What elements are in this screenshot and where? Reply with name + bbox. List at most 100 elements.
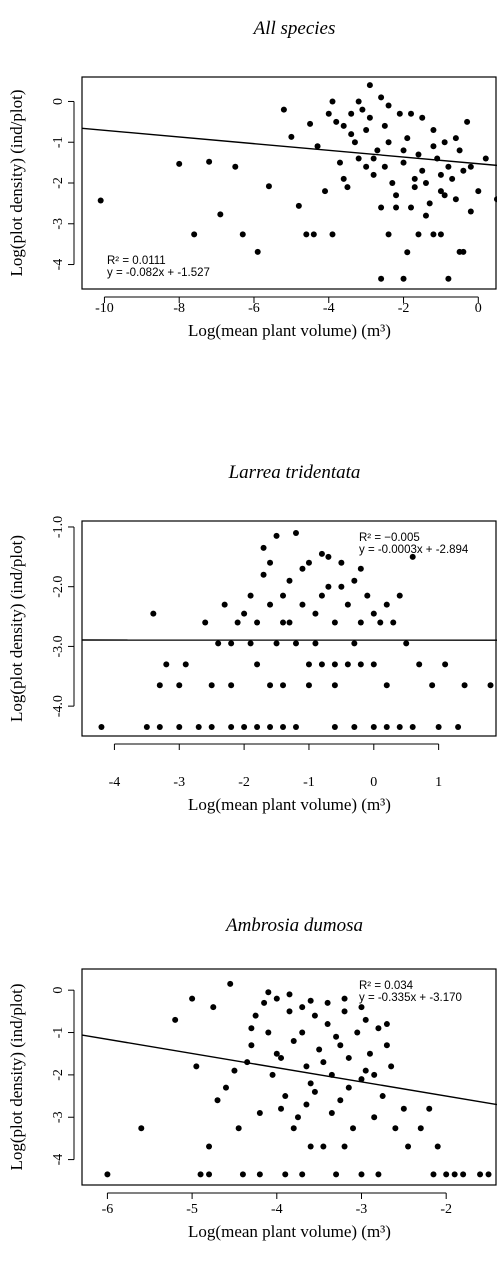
data-point xyxy=(341,995,348,1002)
data-point xyxy=(329,98,336,105)
data-point xyxy=(221,601,228,608)
y-axis-label: Log(plot density) (ind/plot) xyxy=(7,535,26,722)
data-point xyxy=(409,724,416,731)
data-point xyxy=(354,1029,361,1036)
data-point xyxy=(267,682,274,689)
data-point xyxy=(322,188,329,195)
data-point xyxy=(345,1084,352,1091)
data-point xyxy=(267,559,274,566)
data-point xyxy=(467,163,474,170)
data-point xyxy=(278,1105,285,1112)
data-point xyxy=(370,661,377,668)
data-point xyxy=(460,1171,467,1178)
data-point xyxy=(254,619,261,626)
y-tick-label: -3 xyxy=(51,218,66,230)
data-point xyxy=(452,135,459,142)
data-point xyxy=(138,1125,145,1132)
data-point xyxy=(430,127,437,133)
data-point xyxy=(451,1171,458,1178)
data-point xyxy=(338,559,345,566)
data-point xyxy=(370,155,377,162)
data-point xyxy=(370,171,377,178)
data-point xyxy=(348,110,355,117)
data-point xyxy=(378,204,385,211)
data-point xyxy=(331,661,338,668)
data-point xyxy=(350,1125,357,1132)
data-point xyxy=(248,1042,255,1049)
data-point xyxy=(393,204,400,211)
regression-equation: y = -0.0003x + -2.894 xyxy=(359,544,469,556)
data-point xyxy=(206,1171,213,1178)
data-point xyxy=(104,1171,111,1178)
data-point xyxy=(252,1012,259,1019)
data-point xyxy=(351,577,358,584)
data-point xyxy=(239,1171,246,1178)
data-point xyxy=(303,1063,310,1070)
x-axis-label: Log(mean plant volume) (m³) xyxy=(188,321,391,340)
data-point xyxy=(172,1016,179,1023)
data-point xyxy=(379,1093,386,1100)
data-point xyxy=(307,1143,314,1150)
data-point xyxy=(419,167,426,174)
data-point xyxy=(396,592,403,599)
x-tick-label: -6 xyxy=(248,301,260,316)
data-point xyxy=(337,1097,344,1104)
data-point xyxy=(286,991,293,998)
data-point xyxy=(422,212,429,219)
data-point xyxy=(381,122,388,129)
y-tick-label: -4.0 xyxy=(51,695,66,717)
data-point xyxy=(374,147,381,154)
r-squared-annotation: R² = −0.005 xyxy=(359,532,420,544)
data-point xyxy=(228,640,235,647)
data-point xyxy=(260,571,267,578)
data-point xyxy=(325,583,332,590)
data-point xyxy=(286,619,293,626)
plot-frame xyxy=(81,968,497,1186)
data-point xyxy=(189,995,196,1002)
data-point xyxy=(325,110,332,117)
data-point xyxy=(312,610,319,617)
data-point xyxy=(400,159,407,166)
data-point xyxy=(286,577,293,584)
y-tick-label: -1 xyxy=(51,1027,66,1039)
data-point xyxy=(320,1059,327,1066)
data-point xyxy=(267,724,274,731)
data-point xyxy=(202,619,209,626)
chart-panel-1: All species-10 -8 -6 -4 -2 0-4-3-2-10Log(mean… xyxy=(7,18,497,340)
data-point xyxy=(267,601,274,608)
data-point xyxy=(362,1067,369,1074)
data-point xyxy=(456,147,463,154)
data-point xyxy=(299,601,306,608)
x-tick-label: -2 xyxy=(440,1202,452,1217)
data-point xyxy=(254,724,261,731)
data-point xyxy=(467,208,474,215)
data-point xyxy=(290,1038,297,1044)
data-point xyxy=(244,1059,251,1066)
x-tick-label: -4 xyxy=(323,301,335,316)
data-point xyxy=(318,592,325,599)
data-point xyxy=(416,661,423,668)
data-point xyxy=(475,188,482,195)
data-point xyxy=(426,200,433,207)
data-point xyxy=(247,592,254,599)
data-point xyxy=(305,559,312,566)
x-tick-label: 0 xyxy=(370,775,377,790)
data-point xyxy=(292,724,299,731)
data-point xyxy=(292,640,299,647)
data-point xyxy=(261,999,268,1006)
data-point xyxy=(345,1054,352,1061)
x-tick-label: -10 xyxy=(95,301,114,316)
data-point xyxy=(364,592,371,599)
data-point xyxy=(363,127,370,133)
data-point xyxy=(385,102,392,109)
x-tick-label: -3 xyxy=(356,1202,368,1217)
data-point xyxy=(404,249,411,256)
data-point xyxy=(441,139,448,146)
data-point xyxy=(341,1008,348,1015)
data-point xyxy=(403,640,410,647)
data-point xyxy=(288,133,295,140)
regression-equation: y = -0.335x + -3.170 xyxy=(359,992,462,1004)
data-point xyxy=(357,661,364,668)
data-point xyxy=(351,640,358,647)
data-point xyxy=(232,163,239,170)
